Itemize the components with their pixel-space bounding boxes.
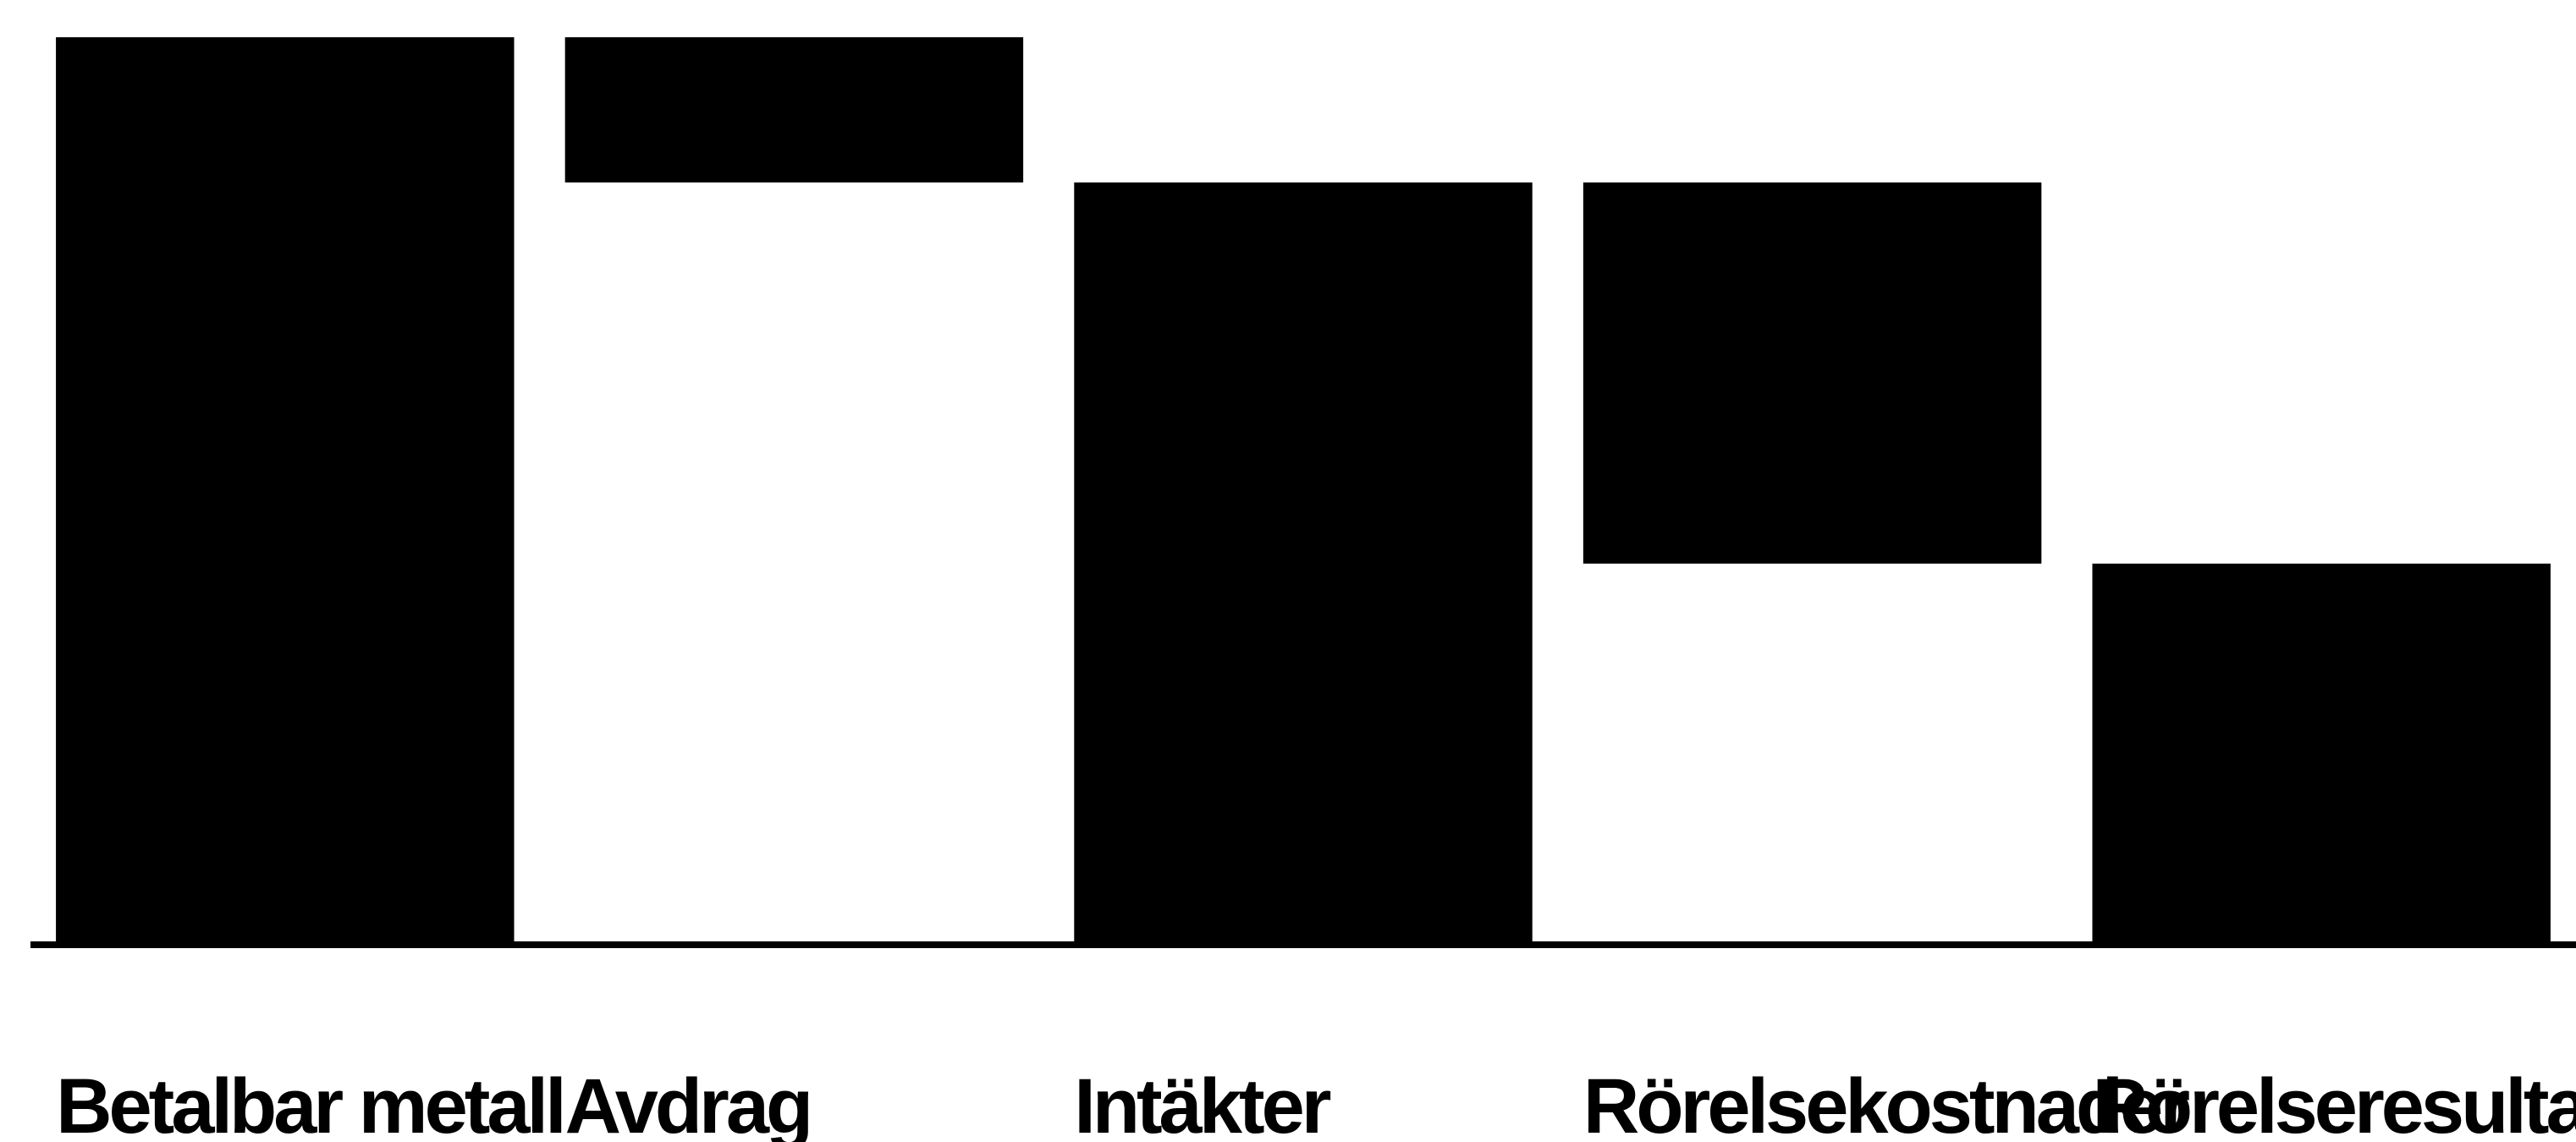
bar-2 bbox=[564, 37, 1024, 183]
category-label-3: Intäkter bbox=[1074, 1063, 1331, 1142]
bar-1 bbox=[56, 37, 515, 945]
category-label-5: Rörelseresultat bbox=[2092, 1063, 2576, 1142]
category-label-1: Betalbar metall bbox=[56, 1063, 564, 1142]
category-label-2: Avdrag bbox=[565, 1063, 811, 1142]
bar-3 bbox=[1074, 182, 1533, 945]
bars-group bbox=[56, 37, 2551, 945]
bar-4 bbox=[1582, 182, 2042, 564]
category-label-4: Rörelsekostnader bbox=[1583, 1063, 2189, 1142]
bar-5 bbox=[2092, 563, 2551, 945]
category-labels-group: Betalbar metall Avdrag Intäkter Rörelsekost… bbox=[56, 1063, 2576, 1142]
